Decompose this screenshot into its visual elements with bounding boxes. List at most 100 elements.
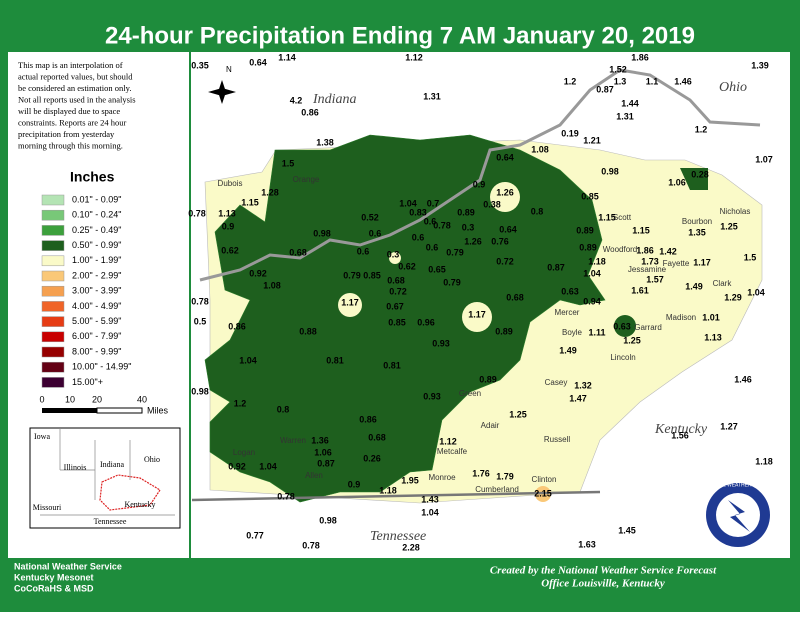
amount-label: 0.86 (359, 414, 377, 424)
amount-label: 0.68 (368, 432, 386, 442)
amount-label: 1.17 (468, 309, 486, 319)
amount-label: 1.28 (261, 187, 279, 197)
north-label: N (226, 65, 232, 74)
disclaimer-line: precipitation from yesterday (18, 129, 115, 139)
region-0-5-1in (614, 315, 636, 337)
amount-label: 0.78 (433, 220, 451, 230)
amount-label: 0.8 (531, 206, 544, 216)
legend-label: 6.00" - 7.99" (72, 331, 121, 341)
amount-label: 1.04 (583, 268, 601, 278)
amount-label: 1.43 (421, 494, 439, 504)
legend-swatch (41, 194, 65, 206)
amount-label: 1.18 (755, 456, 773, 466)
amount-label: 1.17 (341, 297, 359, 307)
amount-label: 0.8 (277, 404, 290, 414)
disclaimer-line: Not all reports used in the analysis (18, 94, 136, 104)
amount-label: 1.47 (569, 393, 587, 403)
amount-label: 0.28 (691, 169, 709, 179)
amount-label: 1.46 (674, 76, 692, 86)
amount-label: 0.86 (228, 321, 246, 331)
legend-label: 10.00" - 14.99" (72, 362, 131, 372)
legend-swatch (41, 301, 65, 312)
amount-label: 0.86 (301, 107, 319, 117)
amount-label: 1.56 (671, 430, 689, 440)
amount-label: 0.87 (596, 84, 614, 94)
county-label: Bourbon (682, 217, 712, 226)
legend-label: 3.00" - 3.99" (72, 286, 121, 296)
county-label: Jessamine (628, 265, 667, 274)
amount-label: 0.6 (357, 246, 370, 256)
scale-bar (96, 407, 143, 414)
legend-swatch (41, 240, 65, 251)
inset-label: Indiana (100, 460, 124, 469)
state-label: Ohio (719, 80, 747, 95)
amount-label: 0.26 (363, 453, 381, 463)
amount-label: 0.5 (194, 316, 207, 326)
county-label: Cumberland (475, 485, 519, 494)
amount-label: 0.78 (302, 540, 320, 550)
amount-label: 1.27 (720, 421, 738, 431)
amount-label: 1.45 (618, 525, 636, 535)
amount-label: 0.38 (483, 199, 501, 209)
legend-label: 15.00"+ (72, 377, 103, 387)
amount-label: 0.85 (388, 317, 406, 327)
amount-label: 1.1 (646, 76, 659, 86)
amount-label: 1.73 (641, 256, 659, 266)
amount-label: 1.42 (659, 246, 677, 256)
legend-swatch (41, 270, 65, 282)
amount-label: 0.88 (299, 326, 317, 336)
amount-label: 1.38 (316, 137, 334, 147)
state-border (191, 490, 601, 502)
scale-tick: 20 (92, 394, 102, 404)
legend-label: 1.00" - 1.99" (72, 255, 121, 265)
legend-label: 0.25" - 0.49" (72, 225, 121, 235)
legend-label: 2.00" - 2.99" (72, 270, 121, 280)
inset-label: Illinois (64, 463, 87, 472)
amount-label: 1.52 (609, 64, 627, 74)
amount-label: 1.07 (755, 154, 773, 164)
county-label: Fayette (663, 259, 690, 268)
amount-label: 1.26 (464, 236, 482, 246)
region-1-2in (490, 182, 520, 212)
legend-swatch (41, 361, 65, 373)
amount-label: 1.12 (405, 52, 423, 62)
title: 24-hour Precipitation Ending 7 AM Januar… (105, 22, 695, 49)
amount-label: 0.6 (369, 228, 382, 238)
amount-label: 0.98 (319, 515, 337, 525)
legend-swatch (41, 346, 65, 358)
amount-label: 0.63 (613, 321, 631, 331)
amount-label: 1.3 (614, 76, 627, 86)
legend-swatch (41, 285, 65, 297)
amount-label: 1.79 (496, 471, 514, 481)
state-label: Tennessee (370, 529, 426, 544)
amount-label: 0.78 (191, 296, 209, 306)
amount-label: 1.2 (234, 398, 247, 408)
amount-label: 0.72 (496, 256, 514, 266)
county-label: Monroe (428, 473, 456, 482)
scale-tick: 0 (39, 394, 44, 404)
amount-label: 1.31 (616, 111, 634, 121)
amount-label: 1.18 (379, 485, 397, 495)
amount-label: 0.89 (479, 374, 497, 384)
county-label: Dubois (218, 179, 243, 188)
amount-label: 1.5 (744, 252, 757, 262)
ohio-river (199, 68, 761, 282)
legend-swatch (41, 316, 65, 327)
amount-label: 0.83 (409, 207, 427, 217)
amount-label: 0.76 (491, 236, 509, 246)
inset-borders (40, 428, 175, 516)
amount-label: 1.35 (688, 227, 706, 237)
inset-label: Tennessee (94, 517, 127, 526)
inset-label: Missouri (33, 503, 62, 512)
amount-label: 0.81 (326, 355, 344, 365)
legend-label: 5.00" - 5.99" (72, 316, 121, 326)
footer-left: National Weather Service (14, 561, 122, 571)
amount-label: 0.63 (561, 286, 579, 296)
inset-label: Kentucky (124, 500, 155, 509)
amount-label: 0.85 (363, 270, 381, 280)
amount-label: 1.08 (531, 144, 549, 154)
legend-label: 0.10" - 0.24" (72, 210, 121, 220)
disclaimer-line: constraints. Reports are 24 hour (18, 117, 127, 127)
amount-label: 1.86 (636, 245, 654, 255)
